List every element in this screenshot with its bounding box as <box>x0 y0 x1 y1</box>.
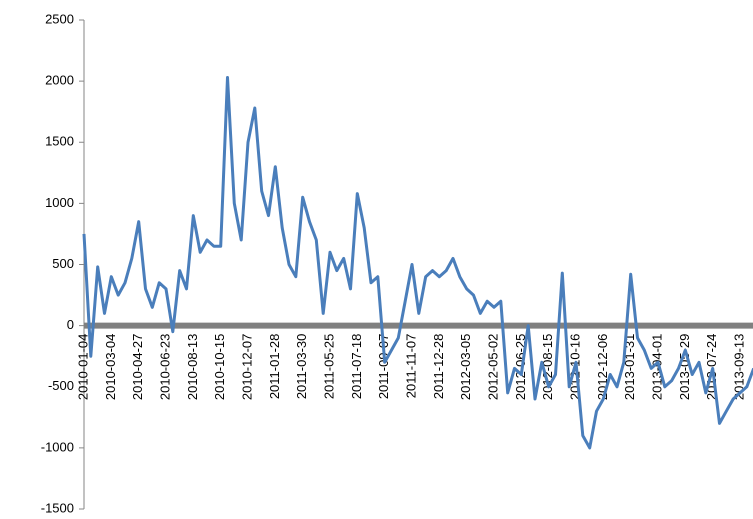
x-tick-label: 2010-10-15 <box>212 334 227 401</box>
x-tick-label: 2011-05-25 <box>321 334 336 400</box>
x-tick-label: 2011-01-28 <box>267 334 282 400</box>
x-tick-label: 2011-03-30 <box>294 334 309 400</box>
x-tick-label: 2010-04-27 <box>130 334 145 401</box>
x-tick-label: 2011-07-18 <box>349 334 364 400</box>
y-tick-label: 500 <box>52 256 74 271</box>
x-tick-label: 2011-12-28 <box>431 334 446 400</box>
y-tick-label: -1500 <box>41 500 74 515</box>
x-tick-label: 2012-03-05 <box>458 334 473 401</box>
x-tick-label: 2011-09-07 <box>376 334 391 400</box>
x-tick-label: 2010-12-07 <box>239 334 254 401</box>
y-tick-label: -1000 <box>41 439 74 454</box>
x-tick-label: 2010-01-04 <box>75 334 90 401</box>
y-tick-label: 1000 <box>45 195 74 210</box>
x-tick-label: 2010-08-13 <box>185 334 200 401</box>
y-tick-label: -500 <box>48 378 74 393</box>
x-tick-label: 2010-06-23 <box>157 334 172 401</box>
x-tick-label: 2012-12-06 <box>595 334 610 401</box>
x-tick-label: 2012-05-02 <box>485 334 500 401</box>
y-tick-label: 2500 <box>45 11 74 26</box>
data-line <box>82 76 753 450</box>
y-tick-label: 2000 <box>45 73 74 88</box>
y-tick-label: 1500 <box>45 134 74 149</box>
x-tick-label: 2010-03-04 <box>103 334 118 401</box>
y-tick-label: 0 <box>67 317 74 332</box>
x-tick-label: 2013-04-01 <box>649 334 664 401</box>
x-tick-label: 2013-09-13 <box>731 334 746 401</box>
x-tick-label: 2013-05-29 <box>677 334 692 401</box>
x-tick-label: 2011-11-07 <box>403 334 418 399</box>
